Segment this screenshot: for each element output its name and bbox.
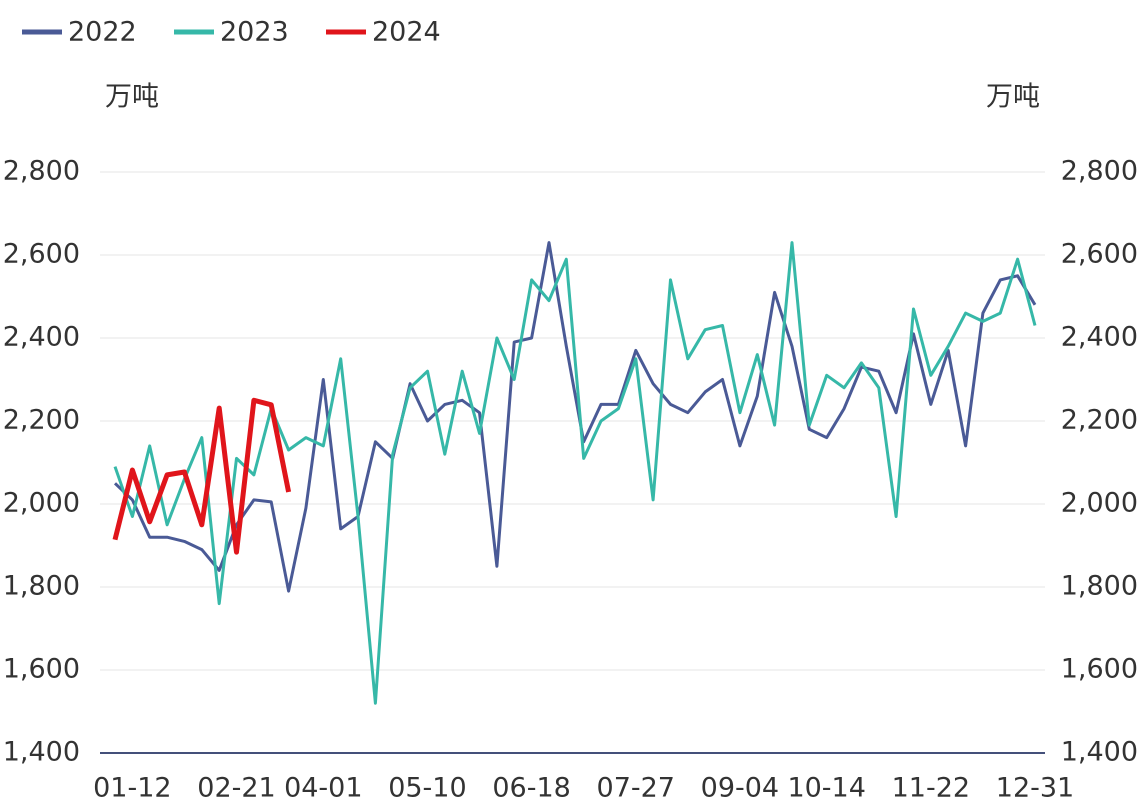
x-tick-label: 01-12 <box>93 773 171 804</box>
x-tick-label: 07-27 <box>597 773 675 804</box>
y-tick-label: 2,200 <box>3 405 80 436</box>
y2-tick-label: 1,800 <box>1061 571 1138 602</box>
y2-tick-label: 1,400 <box>1061 737 1138 768</box>
series-line <box>113 241 1037 705</box>
y-tick-label: 2,800 <box>3 156 80 187</box>
legend-label: 2022 <box>68 17 137 48</box>
y-axis-label: 万吨 <box>105 82 159 113</box>
y-tick-label: 2,400 <box>3 322 80 353</box>
x-tick-label: 11-22 <box>892 773 970 804</box>
y-tick-label: 1,600 <box>3 654 80 685</box>
series-line <box>113 241 1037 593</box>
y-tick-label: 1,400 <box>3 737 80 768</box>
x-tick-label: 02-21 <box>197 773 275 804</box>
y2-tick-label: 2,600 <box>1061 239 1138 270</box>
x-tick-label: 10-14 <box>787 773 865 804</box>
x-tick-label: 05-10 <box>388 773 466 804</box>
y2-axis-label: 万吨 <box>986 82 1040 113</box>
y2-tick-label: 2,200 <box>1061 405 1138 436</box>
y2-tick-label: 1,600 <box>1061 654 1138 685</box>
y-tick-label: 2,000 <box>3 488 80 519</box>
x-tick-label: 06-18 <box>492 773 570 804</box>
legend-label: 2023 <box>220 17 289 48</box>
series-line <box>112 397 292 555</box>
y2-tick-label: 2,000 <box>1061 488 1138 519</box>
x-tick-label: 09-04 <box>701 773 779 804</box>
y2-tick-label: 2,800 <box>1061 156 1138 187</box>
y2-tick-label: 2,400 <box>1061 322 1138 353</box>
y-tick-label: 1,800 <box>3 571 80 602</box>
legend-label: 2024 <box>372 17 441 48</box>
x-tick-label: 12-31 <box>996 773 1074 804</box>
y-tick-label: 2,600 <box>3 239 80 270</box>
x-tick-label: 04-01 <box>284 773 362 804</box>
